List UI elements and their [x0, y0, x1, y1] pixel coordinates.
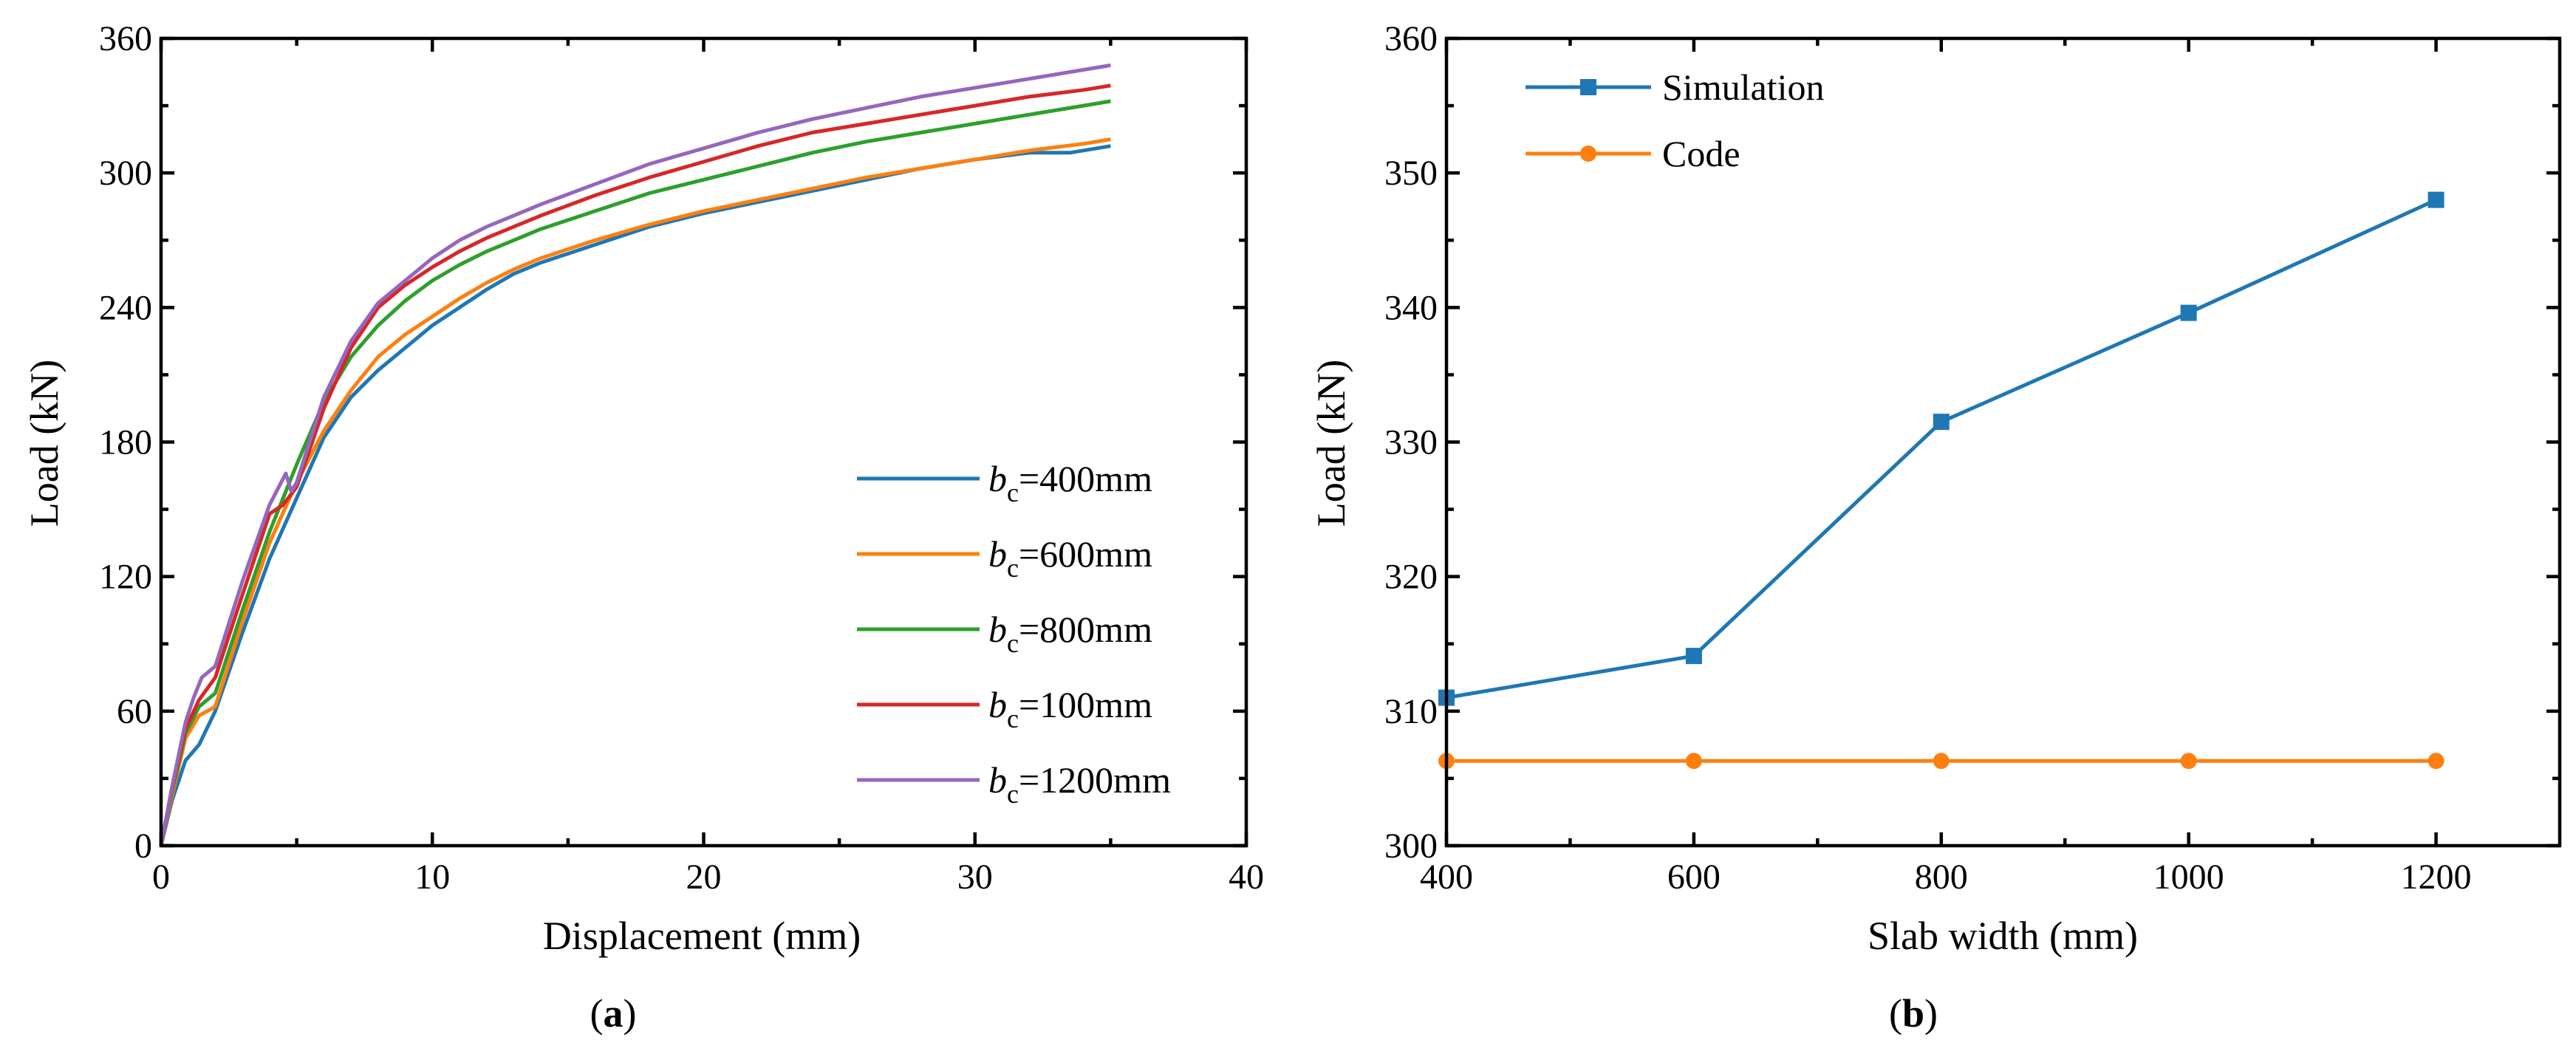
legend-value: =800mm — [1019, 609, 1152, 650]
legend-subscript-c: c — [1007, 629, 1019, 658]
panel-a-y-tick-label: 120 — [99, 558, 152, 597]
panel-b-x-tick-label: 400 — [1420, 857, 1473, 897]
panel-b-x-tick-label: 1200 — [2401, 857, 2472, 897]
panel-b-y-tick-label: 340 — [1384, 288, 1438, 327]
panel-b-point-code — [1933, 753, 1950, 770]
panel-b-y-tick-label: 330 — [1384, 423, 1438, 462]
panel-a-series-group — [159, 63, 1111, 846]
panel-a-y-tick-label: 0 — [134, 826, 152, 866]
panel-b-x-tick-label: 600 — [1667, 857, 1721, 897]
panel-b-point-code — [1685, 753, 1702, 770]
panel-a-y-tick-label: 180 — [99, 423, 152, 462]
panel-b-legend-marker-code — [1580, 146, 1596, 162]
panel-b-point-code — [2428, 753, 2445, 770]
panel-b-y-tick-label: 310 — [1384, 692, 1438, 731]
panel-a-legend-label-1: bc=400mm — [988, 458, 1152, 507]
panel-b-legend-marker-simulation — [1580, 79, 1596, 95]
panel-b-plot-frame — [1444, 36, 2562, 848]
panel-b-series-line-simulation — [1446, 198, 2437, 700]
legend-subscript-c: c — [1007, 779, 1019, 809]
legend-value: =100mm — [1019, 684, 1152, 725]
panel-b-x-tick-label: 1000 — [2153, 857, 2224, 897]
panel-b-series-group — [1438, 191, 2445, 770]
legend-value: =1200mm — [1019, 759, 1171, 801]
panel-a-legend-label-2: bc=600mm — [988, 533, 1152, 583]
panel-a-y-tick-label: 360 — [99, 19, 152, 58]
legend-var-b: b — [988, 533, 1007, 575]
panel-a-x-tick-label: 40 — [1229, 857, 1264, 897]
panel-a-caption: (a) — [590, 991, 637, 1035]
panel-a-legend-label-3: bc=800mm — [988, 609, 1152, 658]
panel-b-y-tick-label: 300 — [1384, 826, 1438, 866]
panel-a-x-tick-label: 20 — [686, 857, 722, 897]
panel-b-caption-letter: b — [1902, 991, 1924, 1035]
panel-b-point-simulation — [1933, 414, 1950, 431]
panel-b-y-tick-label: 320 — [1384, 558, 1438, 597]
panel-b-point-simulation — [1685, 648, 1702, 665]
panel-a-legend-label-5: bc=1200mm — [988, 759, 1171, 809]
legend-subscript-c: c — [1007, 704, 1019, 733]
panel-a-x-tick-label: 30 — [957, 857, 993, 897]
panel-a-y-tick-label: 300 — [99, 154, 152, 193]
panel-b-chart: 400 600 800 1000 1200 300 310 320 330 340 350 360 S… — [1309, 19, 2562, 1035]
panel-b-y-axis-label: Load (kN) — [1309, 360, 1353, 527]
panel-a-x-axis-label: Displacement (mm) — [543, 914, 861, 958]
panel-b-legend-label-simulation: Simulation — [1662, 66, 1824, 108]
panel-a-legend-label-4: bc=100mm — [988, 684, 1152, 733]
panel-b-point-code — [2180, 753, 2197, 770]
panel-a-series-line-5 — [159, 63, 1111, 846]
panel-b-y-tick-label: 350 — [1384, 154, 1438, 193]
panel-a-x-tick-label: 10 — [414, 857, 450, 897]
panel-a-y-axis-label: Load (kN) — [22, 360, 66, 527]
panel-b-legend-label-code: Code — [1662, 133, 1740, 174]
legend-var-b: b — [988, 458, 1007, 499]
panel-a-series-line-3 — [159, 99, 1111, 846]
panel-a-series-line-4 — [159, 83, 1111, 846]
panel-b-point-simulation — [2428, 191, 2445, 208]
legend-subscript-c: c — [1007, 478, 1019, 507]
panel-a-ticks: 0 10 20 30 40 0 60 120 180 240 300 360 — [99, 19, 1264, 897]
panel-a-series-line-1 — [159, 144, 1111, 846]
panel-b-y-tick-label: 360 — [1384, 19, 1438, 58]
legend-var-b: b — [988, 759, 1007, 801]
panel-a-series-line-2 — [159, 137, 1111, 846]
panel-b-caption: (b) — [1889, 991, 1938, 1035]
panel-b-ticks: 400 600 800 1000 1200 300 310 320 330 340 350 360 — [1384, 19, 2560, 897]
panel-a-x-tick-label: 0 — [152, 857, 170, 897]
panel-b-x-axis-label: Slab width (mm) — [1868, 914, 2138, 958]
legend-var-b: b — [988, 684, 1007, 725]
panel-b-point-simulation — [2180, 304, 2197, 321]
legend-value: =400mm — [1019, 458, 1152, 499]
panel-a-chart: 0 10 20 30 40 0 60 120 180 240 300 360 Displacement… — [22, 19, 1264, 1035]
panel-b-legend: Simulation Code — [1526, 66, 1824, 174]
legend-value: =600mm — [1019, 533, 1152, 575]
panel-a-legend: bc=400mmbc=600mmbc=800mmbc=100mmbc=1200m… — [857, 458, 1171, 809]
legend-var-b: b — [988, 609, 1007, 650]
legend-subscript-c: c — [1007, 553, 1019, 583]
panel-a-y-tick-label: 60 — [117, 692, 152, 731]
panel-a-caption-letter: a — [604, 991, 623, 1035]
panel-b-x-tick-label: 800 — [1915, 857, 1968, 897]
panel-a-y-tick-label: 240 — [99, 288, 152, 327]
